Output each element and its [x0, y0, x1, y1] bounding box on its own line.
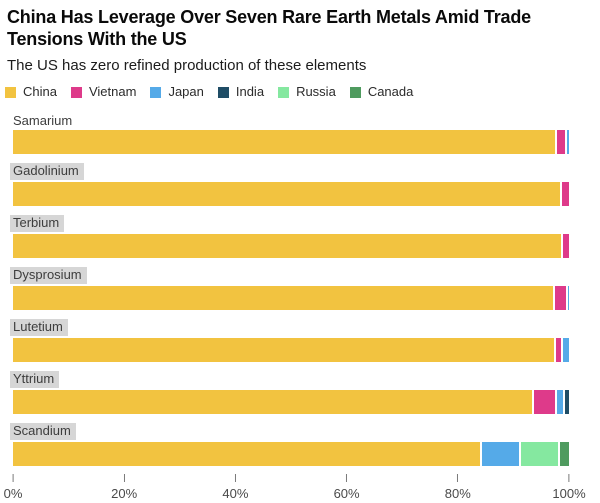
bar-segment-vietnam	[561, 234, 569, 258]
legend-label: Vietnam	[88, 84, 137, 99]
chart-subtitle: The US has zero refined production of th…	[7, 57, 367, 74]
category-label: Terbium	[10, 215, 65, 232]
x-axis-tick: 60%	[334, 474, 360, 501]
bar-segment-russia	[518, 442, 558, 466]
bar-segment-vietnam	[532, 390, 555, 414]
legend-item-vietnam: Vietnam	[70, 84, 137, 99]
legend-item-india: India	[217, 84, 265, 99]
x-axis-tick-label: 0%	[3, 486, 23, 501]
bar-segment-china	[13, 234, 562, 258]
legend-label: Russia	[296, 84, 336, 99]
category-label: Lutetium	[10, 319, 68, 336]
stacked-bar	[13, 130, 569, 154]
x-axis-tick: 40%	[222, 474, 248, 501]
bar-row-lutetium: Lutetium	[10, 318, 569, 362]
bar-segment-china	[13, 182, 560, 206]
legend-swatch-icon	[217, 86, 229, 98]
x-axis-tick-label: 100%	[552, 486, 586, 501]
x-axis-tick-label: 40%	[222, 486, 249, 501]
legend-item-russia: Russia	[278, 85, 336, 99]
stacked-bar	[13, 338, 569, 362]
legend-swatch-icon	[5, 86, 16, 98]
bar-segment-japan	[561, 338, 569, 362]
x-axis-tick-label: 80%	[444, 486, 471, 501]
category-label: Scandium	[10, 423, 76, 440]
legend-swatch-icon	[278, 86, 290, 98]
bar-segment-china	[13, 286, 554, 310]
x-axis-tick: 100%	[552, 474, 586, 501]
legend-label: Japan	[168, 84, 204, 99]
category-label: Yttrium	[10, 371, 60, 388]
x-axis-tick-label: 60%	[333, 486, 360, 501]
bar-segment-canada	[557, 442, 569, 466]
bar-segment-india	[563, 390, 569, 414]
legend-item-china: China	[5, 85, 57, 99]
bar-segment-vietnam	[555, 130, 565, 154]
bar-segment-japan	[564, 130, 569, 154]
legend-swatch-icon	[70, 86, 82, 98]
bar-segment-china	[13, 390, 533, 414]
tick-mark	[234, 474, 236, 482]
legend-label: China	[23, 84, 57, 99]
x-axis-tick: 0%	[3, 474, 23, 501]
category-label: Gadolinium	[10, 163, 84, 180]
stacked-bar	[13, 182, 569, 206]
bar-row-gadolinium: Gadolinium	[10, 162, 569, 206]
legend-swatch-icon	[349, 86, 361, 98]
bar-segment-china	[13, 130, 556, 154]
legend: China Vietnam Japan India Russia Canada	[5, 85, 600, 99]
bar-row-dysprosium: Dysprosium	[10, 266, 569, 310]
bar-segment-japan	[480, 442, 519, 466]
legend-label: Canada	[367, 84, 414, 99]
tick-mark	[12, 474, 14, 482]
x-axis: 0% 20% 40% 60% 80% 100%	[4, 474, 586, 502]
legend-item-japan: Japan	[150, 84, 204, 99]
x-axis-tick: 80%	[445, 474, 471, 501]
bar-row-scandium: Scandium	[10, 422, 569, 466]
stacked-bar	[13, 234, 569, 258]
bar-segment-vietnam	[559, 182, 569, 206]
category-label: Samarium	[13, 113, 73, 128]
bar-segment-china	[13, 442, 481, 466]
tick-mark	[346, 474, 348, 482]
bar-segment-japan	[554, 390, 564, 414]
plot-area: Samarium Gadolinium Terbium Dysprosium Lutet…	[10, 112, 569, 466]
bar-segment-japan	[565, 286, 569, 310]
bar-segment-vietnam	[553, 286, 566, 310]
tick-mark	[123, 474, 125, 482]
x-axis-tick: 20%	[111, 474, 137, 501]
stacked-bar	[13, 390, 569, 414]
x-axis-tick-label: 20%	[111, 486, 138, 501]
legend-label: India	[235, 84, 265, 99]
chart-title: China Has Leverage Over Seven Rare Earth…	[7, 7, 531, 49]
tick-mark	[457, 474, 459, 482]
stacked-bar	[13, 442, 569, 466]
legend-swatch-icon	[150, 86, 162, 98]
category-label: Dysprosium	[10, 267, 87, 284]
chart-header: China Has Leverage Over Seven Rare Earth…	[0, 0, 600, 75]
bar-row-samarium: Samarium	[13, 112, 569, 154]
stacked-bar	[13, 286, 569, 310]
tick-mark	[568, 474, 570, 482]
bar-segment-china	[13, 338, 554, 362]
bar-row-terbium: Terbium	[10, 214, 569, 258]
bar-row-yttrium: Yttrium	[10, 370, 569, 414]
bar-segment-vietnam	[553, 338, 562, 362]
legend-item-canada: Canada	[349, 84, 414, 99]
